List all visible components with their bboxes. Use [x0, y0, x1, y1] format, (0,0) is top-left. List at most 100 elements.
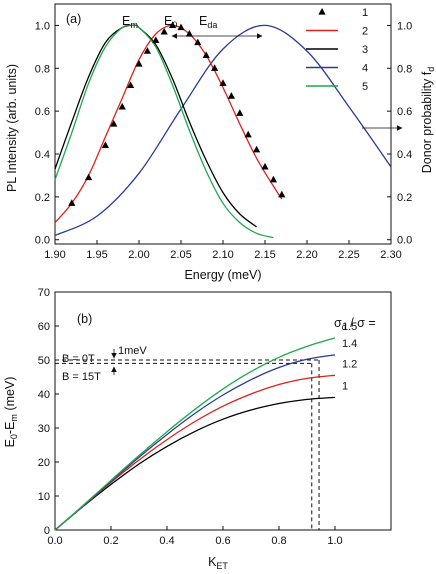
panel-a-y2-axis-label: Donor probability fd: [420, 67, 436, 173]
panel-b-series-labels: 1 1.2 1.4 1.5: [342, 321, 357, 393]
y2-tick-label: 0.8: [397, 63, 412, 75]
series-1-point: [135, 60, 143, 67]
series-1-point: [202, 51, 210, 59]
x-tick-label: 2.05: [170, 249, 191, 261]
y-tick-label: 30: [38, 423, 50, 435]
panel-b-reference-lines: [55, 359, 320, 530]
series-1-point: [278, 190, 286, 198]
y-tick-label: 0: [44, 525, 50, 537]
series-1-point: [160, 27, 168, 35]
annotation-eda: Eda: [199, 14, 217, 30]
panel-b-series: [54, 337, 336, 531]
panel-a-frame: [54, 3, 392, 245]
y-tick-label: 10: [38, 491, 50, 503]
series-5-line: [54, 24, 274, 239]
series-1-point: [85, 173, 93, 181]
x-tick-label: 0.8: [271, 535, 286, 547]
legend-marker-1: [318, 8, 326, 15]
y-tick-label: 0.6: [35, 106, 50, 118]
panel-a-y-ticks: 0.0 0.2 0.4 0.6 0.8 1.0: [35, 20, 59, 247]
series-1-point: [227, 92, 235, 99]
series-1-point: [236, 109, 244, 116]
series-1-point: [68, 199, 76, 206]
x-tick-label: 0.4: [159, 535, 174, 547]
series-1-point: [244, 130, 252, 138]
panel-a-series: [54, 21, 392, 239]
series-1-line: [54, 396, 336, 531]
panel-b-x-ticks: 0.0 0.2 0.4 0.6 0.8 1.0: [47, 526, 343, 547]
series-1-label: 1: [342, 380, 348, 392]
annotation-e0: E0: [164, 14, 177, 30]
annotation-em: Em: [122, 14, 138, 30]
annotation-b15: B = 15T: [62, 371, 101, 383]
x-tick-label: 0.6: [215, 535, 230, 547]
y-tick-label: 1.0: [35, 20, 50, 32]
series-1-point: [253, 145, 261, 153]
y-tick-label: 0.2: [35, 192, 50, 204]
y-tick-label: 0.4: [35, 149, 50, 161]
series-1-point: [110, 120, 118, 127]
y-tick-label: 60: [38, 321, 50, 333]
x-tick-label: 0.0: [47, 535, 62, 547]
series-1-5-line: [54, 337, 336, 531]
y-tick-label: 50: [38, 355, 50, 367]
series-1-point: [127, 81, 135, 89]
legend-title: σd / σ =: [334, 316, 376, 332]
panel-a-x-axis-label: Energy (meV): [184, 268, 261, 282]
panel-b: 0.0 0.2 0.4 0.6 0.8 1.0 0 10 20 30 40 50 60 70 1 1.2 1…: [3, 287, 392, 571]
panel-a: 1.90 1.95 2.00 2.05 2.10 2.15 2.20 2.25 2.30 0.0…: [5, 3, 436, 282]
x-tick-label: 1.90: [44, 249, 65, 261]
series-1-2-line: [54, 374, 336, 531]
y2-tick-label: 0.4: [397, 149, 412, 161]
series-2-line: [54, 24, 283, 224]
y2-tick-label: 0.6: [397, 106, 412, 118]
y-tick-label: 20: [38, 457, 50, 469]
panel-a-legend: 1 2 3 4 5: [306, 7, 368, 93]
series-1-4-label: 1.4: [342, 338, 357, 350]
x-tick-label: 2.25: [338, 249, 359, 261]
annotation-gap: 1meV: [118, 345, 147, 357]
legend-label-3: 3: [362, 44, 368, 56]
series-1-point: [101, 141, 109, 149]
x-tick-label: 2.20: [296, 249, 317, 261]
panel-b-x-axis-label: KET: [208, 555, 228, 571]
y2-tick-label: 1.0: [397, 20, 412, 32]
x-tick-label: 2.30: [380, 249, 401, 261]
x-tick-label: 1.95: [86, 249, 107, 261]
legend-label-5: 5: [362, 81, 368, 93]
x-tick-label: 2.10: [212, 249, 233, 261]
y-tick-label: 70: [38, 287, 50, 299]
y-tick-label: 0.0: [35, 235, 50, 247]
legend-label-2: 2: [362, 26, 368, 38]
series-1-point: [177, 23, 185, 31]
series-3-line: [54, 24, 258, 228]
series-1-2-label: 1.2: [342, 358, 357, 370]
panel-b-y-ticks: 0 10 20 30 40 50 60 70: [38, 287, 59, 537]
x-tick-label: 1.0: [327, 535, 342, 547]
panel-b-y-axis-label: E0-Em (meV): [3, 377, 19, 448]
y2-tick-label: 0.2: [397, 192, 412, 204]
panel-a-y-axis-label: PL Intensity (arb. units): [5, 64, 19, 192]
y2-tick-label: 0.0: [397, 235, 412, 247]
annotation-b0: B = 0T: [62, 353, 95, 365]
series-1-point: [211, 64, 219, 71]
panel-a-y2-ticks: 0.0 0.2 0.4 0.6 0.8 1.0: [387, 20, 412, 247]
series-1-point: [194, 38, 202, 46]
series-4-line: [54, 24, 392, 236]
x-tick-label: 2.15: [254, 249, 275, 261]
panel-a-x-ticks: 1.90 1.95 2.00 2.05 2.10 2.15 2.20 2.25 2.30: [44, 240, 402, 261]
legend-label-4: 4: [362, 63, 368, 75]
series-1-point: [261, 162, 269, 170]
series-1-point: [269, 175, 277, 183]
x-tick-label: 0.2: [103, 535, 118, 547]
series-1-point: [118, 102, 126, 110]
y-tick-label: 0.8: [35, 63, 50, 75]
series-1-point: [169, 21, 177, 29]
series-1-point: [219, 79, 227, 86]
x-tick-label: 2.00: [128, 249, 149, 261]
series-1-point: [143, 47, 151, 54]
y-tick-label: 40: [38, 389, 50, 401]
series-1-point: [152, 36, 160, 44]
panel-a-label: (a): [66, 12, 81, 26]
